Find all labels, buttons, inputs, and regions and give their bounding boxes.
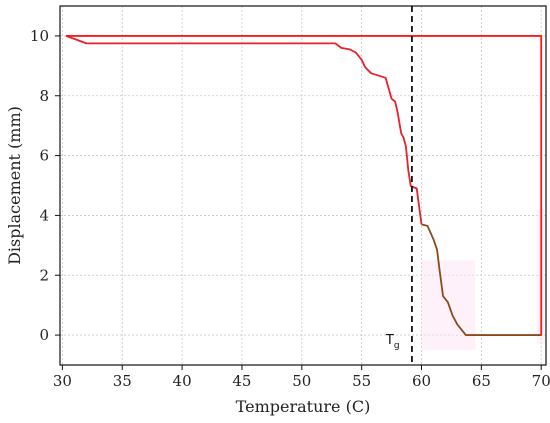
- y-axis-title: Displacement (mm): [5, 106, 24, 265]
- series-lines: [65, 35, 543, 336]
- y-tick-label: 8: [39, 87, 49, 105]
- x-tick-label: 50: [292, 372, 311, 390]
- tg-annotation-subscript: g: [394, 341, 400, 351]
- series-line-inner-tail: [421, 223, 542, 336]
- x-axis-title: Temperature (C): [236, 397, 371, 416]
- y-tick-label: 6: [39, 147, 49, 165]
- x-tick-label: 35: [113, 372, 132, 390]
- tg-annotation: Tg: [385, 333, 400, 351]
- y-tick-label: 4: [39, 206, 49, 224]
- x-tick-label: 70: [532, 372, 550, 390]
- x-tick-label: 30: [53, 372, 72, 390]
- x-tick-label: 65: [472, 372, 491, 390]
- y-tick-label: 2: [39, 266, 49, 284]
- y-tick-label: 0: [39, 326, 49, 344]
- series-line-inner: [65, 35, 423, 225]
- x-tick-label: 40: [173, 372, 192, 390]
- x-tick-label: 45: [232, 372, 251, 390]
- tg-annotation-main: T: [385, 333, 394, 348]
- y-tick-label: 10: [30, 27, 49, 45]
- x-axis-ticks: 30 35 40 45 50 55 60 65 70: [53, 365, 550, 390]
- plot-frame: [59, 5, 547, 366]
- x-tick-label: 60: [412, 372, 431, 390]
- y-axis-ticks: 0 2 4 6 8 10: [30, 27, 60, 344]
- x-tick-label: 55: [352, 372, 371, 390]
